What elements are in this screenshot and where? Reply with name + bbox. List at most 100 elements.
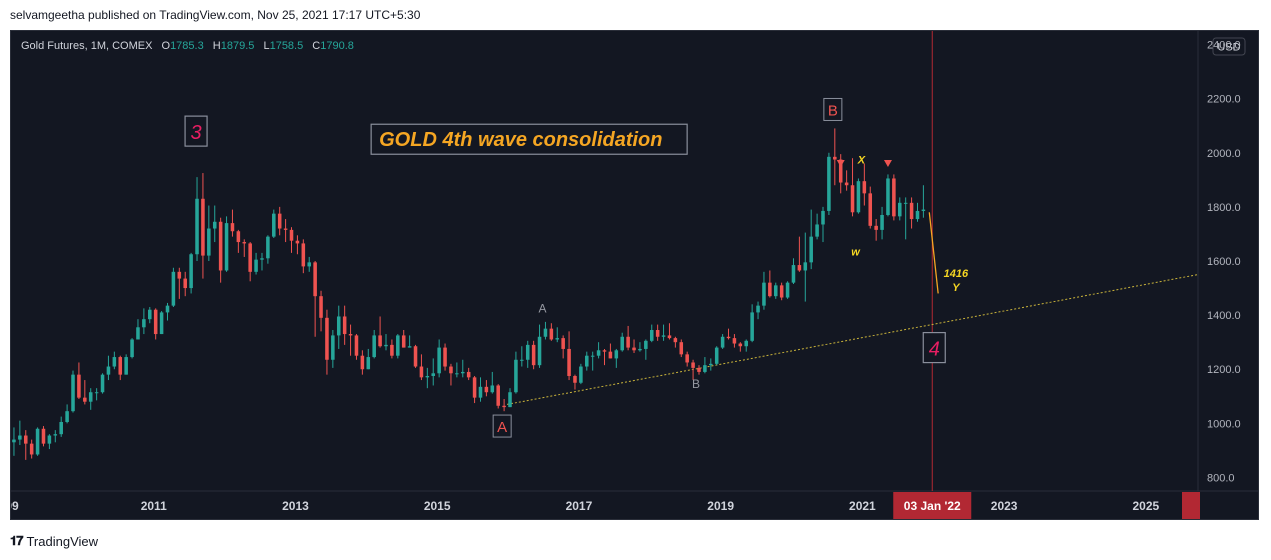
candle-body — [53, 434, 58, 436]
candle — [785, 281, 790, 299]
publisher-line: selvamgeetha published on TradingView.co… — [10, 8, 421, 22]
footer-brand[interactable]: 𝟏𝟕 TradingView — [10, 533, 98, 549]
candle-body — [29, 443, 34, 455]
candle — [685, 351, 689, 367]
candle-body — [443, 347, 447, 367]
x-tick-label: 2015 — [424, 499, 451, 513]
candle — [773, 282, 778, 299]
candle-body — [94, 392, 99, 394]
down-arrow-marker-icon — [883, 159, 892, 167]
candle — [195, 177, 199, 261]
candle — [803, 232, 808, 302]
candle-body — [437, 347, 441, 374]
candle-body — [460, 371, 465, 374]
candle — [466, 367, 471, 381]
annotation-boxed-red: B — [823, 97, 843, 121]
highlight-date-box — [893, 492, 972, 519]
candle — [59, 416, 63, 437]
candle — [189, 252, 193, 294]
candle — [490, 371, 495, 394]
candle-body — [898, 202, 902, 217]
candle-body — [555, 338, 560, 340]
candle-body — [348, 334, 353, 336]
candle — [661, 324, 666, 341]
candle-body — [124, 357, 128, 375]
candle — [136, 319, 140, 340]
y-tick-label: 1400.0 — [1207, 310, 1241, 322]
candle — [12, 427, 16, 456]
candle — [567, 331, 571, 381]
candle-body — [472, 377, 477, 398]
candle — [100, 373, 105, 394]
x-tick-label: 2021 — [849, 499, 876, 513]
candle-body — [248, 243, 252, 272]
candle-body — [165, 305, 170, 313]
candle-body — [41, 428, 46, 444]
candle — [915, 202, 920, 222]
candle-body — [773, 285, 778, 297]
candle-body — [608, 351, 613, 359]
candle-body — [779, 285, 784, 298]
annotation-box — [370, 123, 688, 155]
candle-body — [35, 428, 40, 455]
candle — [455, 362, 459, 378]
candle-body — [153, 309, 158, 335]
candle — [655, 324, 660, 341]
candle-body — [201, 198, 205, 256]
annotation-yellow: w — [851, 247, 861, 259]
annotation-title-text: GOLD 4th wave consolidation — [379, 129, 662, 151]
candle-body — [709, 363, 713, 366]
candle — [590, 351, 595, 371]
candle — [579, 363, 583, 385]
candle — [301, 239, 306, 274]
candle — [35, 427, 40, 456]
candle-body — [720, 336, 725, 348]
candle — [880, 206, 884, 240]
candle — [762, 271, 766, 310]
candle — [573, 374, 577, 390]
chart-frame[interactable]: USD 2400.0 2200.0 2000.0 1800.0 1600.0 1400.0 1… — [10, 30, 1259, 520]
candle — [177, 267, 182, 299]
candle — [366, 348, 371, 370]
annotation-boxed-title: GOLD 4th wave consolidation — [370, 123, 688, 155]
annotation-box — [184, 115, 208, 147]
candle — [679, 339, 684, 358]
candle — [874, 219, 878, 241]
high-value: 1879.5 — [220, 40, 255, 52]
candle — [171, 267, 176, 307]
candle-body — [596, 350, 601, 356]
candle — [608, 343, 613, 359]
candle — [744, 339, 749, 352]
candle — [112, 351, 117, 370]
open-value: 1785.3 — [170, 40, 204, 52]
wave-label: B — [692, 377, 700, 391]
candle-body — [679, 342, 684, 355]
candle-body — [224, 223, 229, 271]
candle-body — [159, 312, 164, 335]
candle-body — [449, 366, 453, 374]
x-tick-label: 2013 — [282, 499, 309, 513]
candle-body — [691, 362, 695, 368]
candle — [77, 362, 81, 399]
wave-label: A — [497, 419, 507, 436]
low-key: L — [263, 40, 270, 52]
candle-body — [325, 317, 329, 360]
candle-body — [419, 366, 424, 378]
candle-body — [171, 271, 176, 306]
candle — [437, 339, 441, 378]
candle — [602, 348, 607, 366]
candle — [425, 367, 430, 389]
candle-body — [862, 181, 867, 194]
candle — [738, 342, 743, 352]
candle-body — [189, 254, 193, 289]
candle — [413, 344, 418, 368]
annotation-box — [492, 414, 512, 438]
candle — [254, 252, 258, 275]
candle-body — [71, 374, 75, 412]
candle — [898, 197, 902, 221]
candle-body — [502, 405, 506, 408]
candle-body — [319, 296, 323, 318]
candle-body — [23, 435, 28, 444]
candle — [71, 370, 75, 413]
